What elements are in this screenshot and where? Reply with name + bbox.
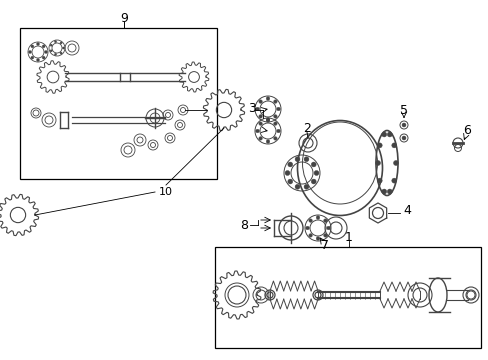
Circle shape [305,226,308,230]
Circle shape [37,59,40,62]
Circle shape [323,234,326,237]
Bar [215,247,480,348]
Circle shape [273,122,277,125]
Circle shape [311,179,316,184]
Circle shape [294,157,299,162]
Circle shape [265,119,269,122]
Circle shape [304,157,308,162]
Circle shape [265,118,269,121]
Circle shape [273,100,277,103]
Circle shape [31,56,34,59]
Circle shape [381,132,386,137]
Circle shape [258,115,262,118]
Circle shape [276,107,280,111]
Circle shape [375,161,380,166]
Circle shape [62,47,64,49]
Text: 7: 7 [320,239,328,252]
Circle shape [258,137,262,140]
Circle shape [376,178,382,183]
Circle shape [60,42,62,44]
Text: 4: 4 [402,203,410,216]
Circle shape [50,50,52,52]
Circle shape [401,136,405,140]
Circle shape [316,237,319,240]
Circle shape [304,184,308,189]
Circle shape [54,53,57,55]
Circle shape [323,219,326,222]
Circle shape [50,44,52,46]
Circle shape [255,129,259,133]
Circle shape [294,184,299,189]
Circle shape [273,137,277,140]
Circle shape [258,100,262,103]
Circle shape [265,140,269,143]
Circle shape [308,219,312,222]
Bar [20,28,217,179]
Circle shape [31,45,34,48]
Text: 8: 8 [240,219,247,231]
Circle shape [386,189,391,194]
Circle shape [60,52,62,54]
Circle shape [276,129,280,133]
Circle shape [273,115,277,118]
Text: 2: 2 [303,122,310,135]
Circle shape [255,107,259,111]
Circle shape [393,161,398,166]
Circle shape [308,234,312,237]
Circle shape [37,42,40,45]
Text: 10: 10 [159,187,173,197]
Circle shape [285,171,289,175]
Text: 5: 5 [399,104,407,117]
Circle shape [401,123,405,127]
Circle shape [54,41,57,43]
Circle shape [326,226,329,230]
Circle shape [381,189,386,194]
Circle shape [44,51,47,53]
Text: 1: 1 [345,230,352,243]
Circle shape [258,122,262,125]
Circle shape [391,143,396,148]
Circle shape [265,97,269,100]
Circle shape [391,178,396,183]
Circle shape [287,179,292,184]
Text: 9: 9 [120,12,128,24]
Circle shape [386,132,391,137]
Circle shape [313,171,318,175]
Circle shape [42,56,45,59]
Circle shape [28,51,31,53]
Circle shape [287,162,292,167]
Text: 3: 3 [247,102,255,114]
Circle shape [316,216,319,219]
Circle shape [376,143,382,148]
Circle shape [42,45,45,48]
Text: 6: 6 [462,123,470,136]
Circle shape [311,162,316,167]
Circle shape [466,291,474,299]
